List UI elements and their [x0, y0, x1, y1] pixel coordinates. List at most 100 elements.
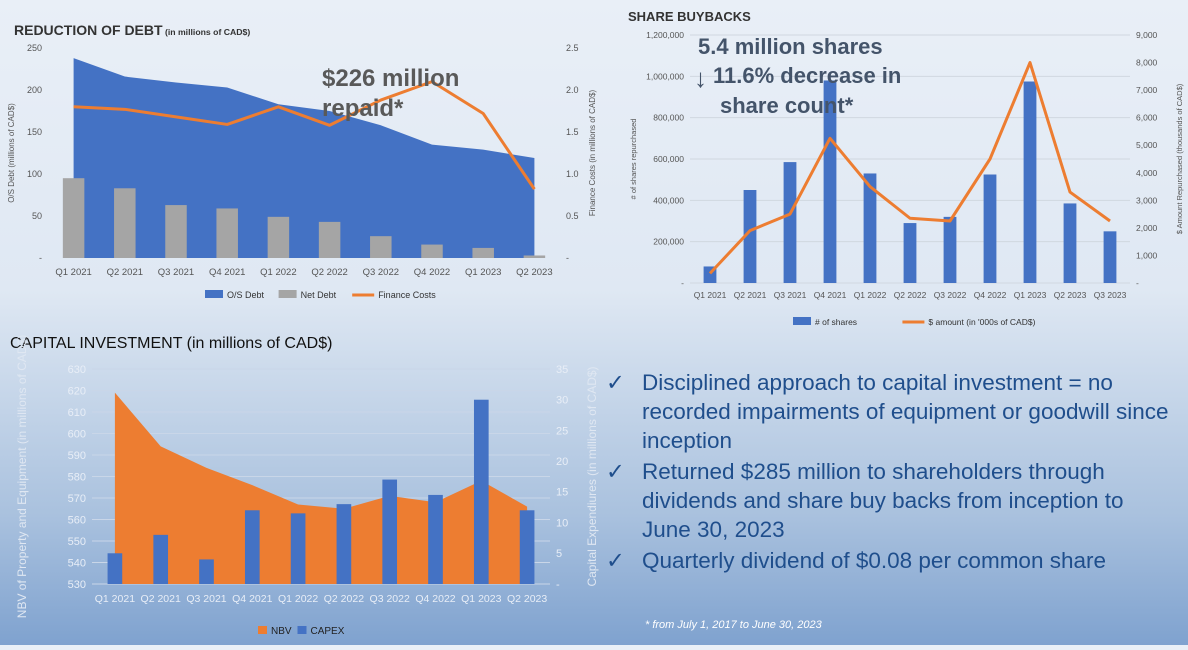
capex-chart: CAPITAL INVESTMENT (in millions of CAD$)…: [10, 335, 599, 637]
y-tick-label: 400,000: [653, 195, 684, 205]
legend-swatch: [205, 290, 223, 298]
y2-tick-label: 10: [556, 517, 568, 529]
key-point-item: ✓ Returned $285 million to shareholders t…: [606, 457, 1176, 544]
y2-tick-label: 7,000: [1136, 85, 1158, 95]
annotation-text: share count*: [720, 93, 854, 118]
bar: [863, 173, 877, 283]
bar: [267, 216, 290, 258]
y-tick-label: 1,200,000: [646, 30, 684, 40]
y-tick-label: 580: [68, 471, 86, 483]
key-point-item: ✓ Quarterly dividend of $0.08 per common …: [606, 546, 1176, 575]
chart-title: CAPITAL INVESTMENT (in millions of CAD$): [10, 335, 332, 352]
x-tick-label: Q2 2021: [141, 593, 181, 605]
x-tick-label: Q3 2022: [934, 290, 967, 300]
bar: [519, 510, 535, 584]
x-tick-label: Q2 2022: [324, 593, 364, 605]
y-tick-label: 800,000: [653, 113, 684, 123]
key-point-text: Disciplined approach to capital investme…: [642, 370, 1169, 453]
footnote: * from July 1, 2017 to June 30, 2023: [645, 619, 822, 631]
y2-tick-label: -: [1136, 278, 1139, 288]
key-point-text: Returned $285 million to shareholders th…: [642, 459, 1124, 542]
x-tick-label: Q1 2022: [278, 593, 318, 605]
check-icon: ✓: [606, 548, 625, 573]
legend-label: Net Debt: [301, 290, 337, 300]
debt-chart: REDUCTION OF DEBT (in millions of CAD$) -…: [7, 22, 597, 300]
bar: [983, 174, 997, 283]
y-axis-title: O/S Debt (millions of CAD$): [7, 103, 16, 203]
legend-label: CAPEX: [311, 626, 345, 637]
y-tick-label: 550: [68, 536, 86, 548]
legend-swatch: [793, 317, 811, 325]
y2-tick-label: 8,000: [1136, 58, 1158, 68]
y2-tick-label: 6,000: [1136, 113, 1158, 123]
x-tick-label: Q4 2021: [209, 267, 245, 278]
y-tick-label: 50: [32, 211, 42, 221]
x-tick-label: Q4 2021: [814, 290, 847, 300]
area-series-0: [73, 58, 535, 258]
annotation-text: repaid*: [322, 95, 404, 122]
x-tick-label: Q1 2021: [95, 593, 135, 605]
capex-chart-panel: CAPITAL INVESTMENT (in millions of CAD$)…: [0, 330, 600, 645]
bar: [472, 247, 494, 258]
debt-chart-panel: REDUCTION OF DEBT (in millions of CAD$) -…: [0, 18, 600, 308]
x-tick-label: Q2 2023: [1054, 290, 1087, 300]
bar: [244, 510, 260, 584]
x-tick-label: Q3 2023: [1094, 290, 1127, 300]
bar: [943, 216, 957, 283]
x-tick-label: Q3 2022: [363, 267, 399, 278]
x-tick-label: Q2 2021: [734, 290, 767, 300]
bar: [1103, 231, 1117, 283]
y-tick-label: 600: [68, 428, 86, 440]
legend-swatch: [278, 290, 297, 298]
bar: [62, 178, 85, 258]
x-tick-label: Q3 2021: [774, 290, 807, 300]
x-tick-label: Q2 2021: [107, 267, 143, 278]
bar: [473, 399, 489, 584]
y2-tick-label: 5: [556, 548, 562, 560]
x-tick-label: Q2 2023: [507, 593, 547, 605]
y-tick-label: -: [39, 253, 42, 263]
y2-tick-label: 20: [556, 456, 568, 468]
legend-swatch: [297, 626, 307, 634]
y-axis-title: NBV of Property and Equipment (in millio…: [15, 335, 29, 618]
key-point-item: ✓ Disciplined approach to capital investm…: [606, 368, 1176, 455]
y2-tick-label: 9,000: [1136, 30, 1158, 40]
legend-label: O/S Debt: [227, 290, 265, 300]
annotation-text: 11.6% decrease in: [713, 63, 901, 88]
bar: [783, 162, 797, 283]
y-tick-label: 590: [68, 450, 86, 462]
legend-swatch: [258, 626, 267, 634]
bar: [370, 236, 392, 258]
y-tick-label: 560: [68, 514, 86, 526]
y-tick-label: 150: [27, 127, 42, 137]
bar: [114, 188, 136, 258]
x-tick-label: Q3 2021: [158, 267, 194, 278]
y2-tick-label: 1.0: [566, 169, 579, 179]
y2-tick-label: 30: [556, 395, 568, 407]
x-tick-label: Q4 2022: [414, 267, 450, 278]
bar: [382, 479, 398, 584]
y-tick-label: 530: [68, 579, 86, 591]
x-tick-label: Q1 2023: [1014, 290, 1047, 300]
bar: [216, 208, 238, 258]
bar: [421, 244, 443, 258]
x-tick-label: Q4 2022: [415, 593, 455, 605]
x-tick-label: Q2 2022: [311, 267, 347, 278]
key-points-list: ✓ Disciplined approach to capital investm…: [606, 368, 1176, 577]
legend-label: $ amount (in '000s of CAD$): [928, 317, 1035, 327]
line-series: [73, 80, 536, 190]
bar: [523, 255, 546, 258]
x-tick-label: Q1 2022: [260, 267, 296, 278]
bar: [743, 190, 757, 283]
bar: [318, 221, 341, 258]
y2-tick-label: 3,000: [1136, 195, 1158, 205]
bar: [153, 534, 169, 584]
y-tick-label: 200: [27, 85, 42, 95]
y2-tick-label: 1.5: [566, 127, 579, 137]
chart-title-suffix: (in millions of CAD$): [163, 27, 251, 37]
x-tick-label: Q2 2023: [516, 267, 552, 278]
y2-tick-label: 25: [556, 425, 568, 437]
y2-tick-label: 2.0: [566, 85, 579, 95]
y-tick-label: 540: [68, 557, 86, 569]
x-tick-label: Q3 2022: [370, 593, 410, 605]
